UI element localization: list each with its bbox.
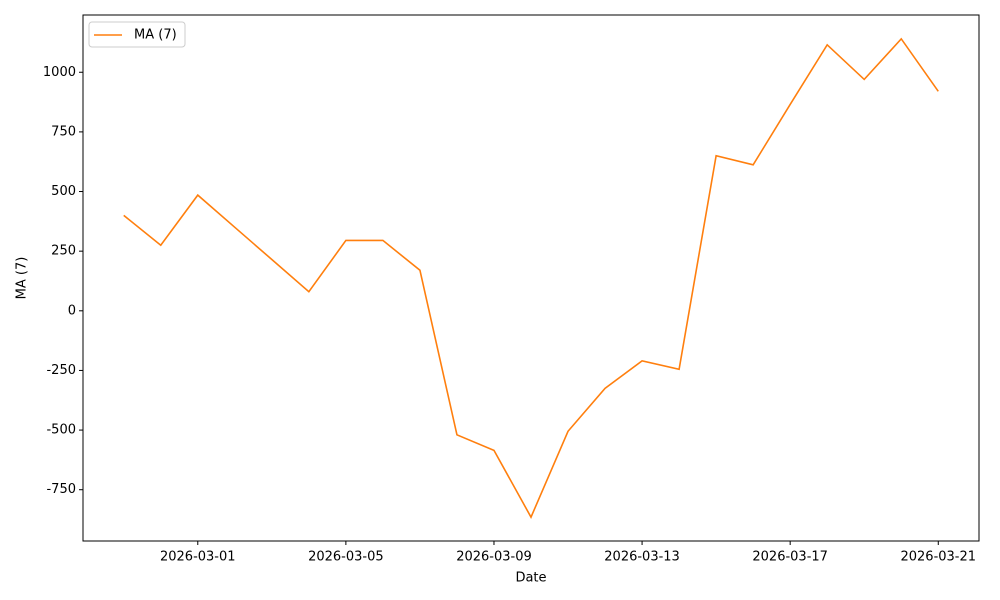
line — [123, 37, 939, 519]
x-tick-label: 2026-03-01 — [160, 550, 236, 565]
plot-frame — [82, 14, 980, 542]
legend-box — [88, 21, 186, 48]
y-tick-label: -500 — [46, 423, 76, 438]
legend-label: MA (7) — [134, 28, 177, 43]
x-tick-label: 2026-03-17 — [752, 550, 828, 565]
x-tick-label: 2026-03-09 — [456, 550, 532, 565]
x-tick-label: 2026-03-13 — [604, 550, 680, 565]
y-tick-label: 750 — [51, 124, 76, 139]
y-tick-label: 1000 — [43, 65, 76, 80]
y-tick-label: -250 — [46, 363, 76, 378]
y-tick-label: 250 — [51, 244, 76, 259]
legend: MA (7) — [88, 21, 186, 48]
x-tick-label: 2026-03-05 — [308, 550, 384, 565]
x-axis-label: Date — [515, 571, 546, 586]
y-axis-label: MA (7) — [15, 257, 30, 300]
x-tick-label: 2026-03-21 — [900, 550, 976, 565]
y-tick-label: 0 — [68, 303, 76, 318]
y-tick-label: -750 — [46, 482, 76, 497]
y-tick-label: 500 — [51, 184, 76, 199]
